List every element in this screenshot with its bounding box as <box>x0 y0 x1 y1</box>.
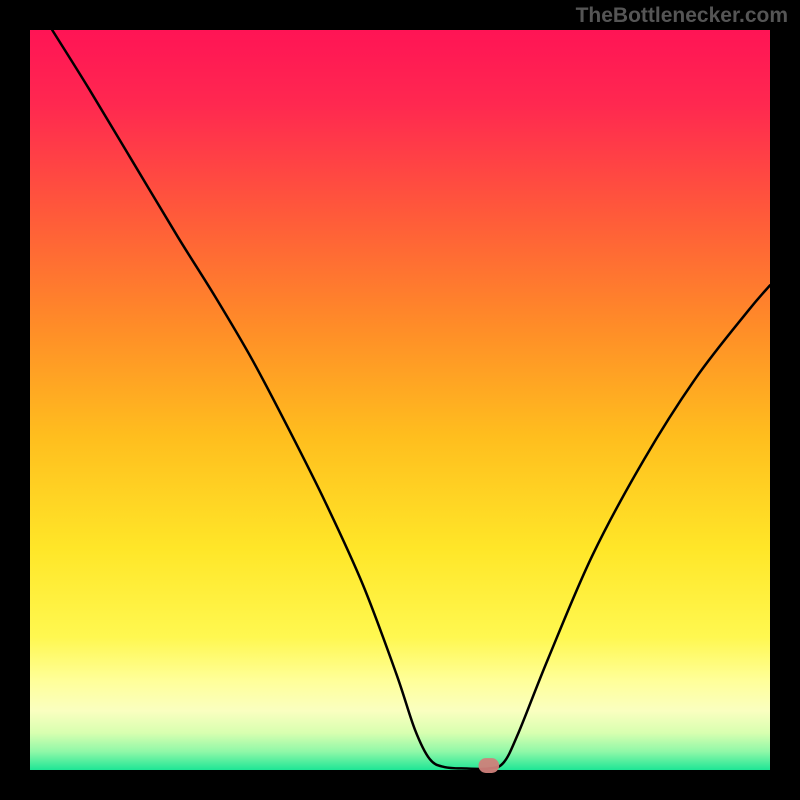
bottleneck-chart <box>0 0 800 800</box>
chart-gradient-background <box>30 30 770 770</box>
watermark-text: TheBottlenecker.com <box>576 4 788 28</box>
optimal-point-marker <box>478 758 499 773</box>
